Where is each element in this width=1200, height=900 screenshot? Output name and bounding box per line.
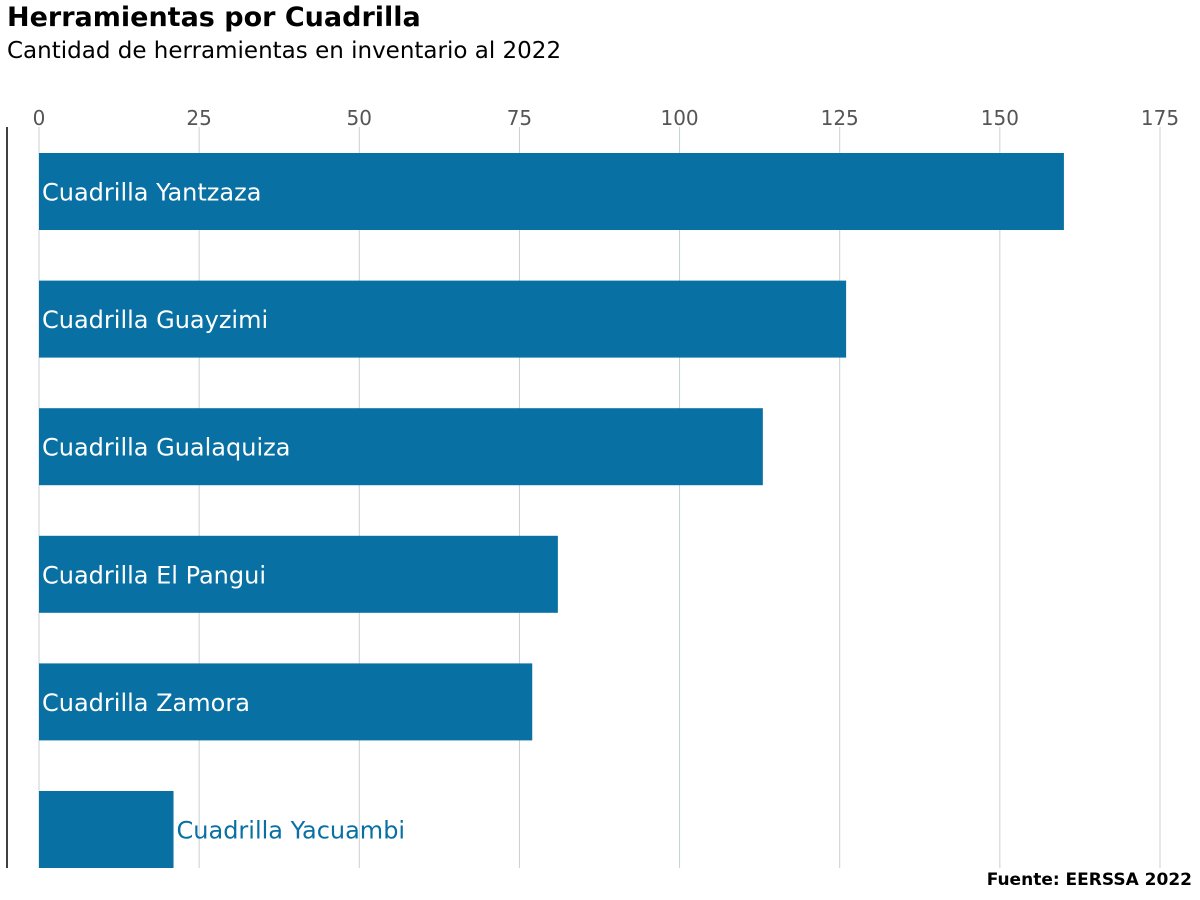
bar-label: Cuadrilla Yantzaza [42, 179, 261, 207]
x-tick-label: 0 [33, 106, 46, 130]
x-tick-labels: 0 25 50 75 100 125 150 175 [33, 106, 1179, 130]
chart-title: Herramientas por Cuadrilla [7, 2, 421, 33]
x-tick-label: 125 [821, 106, 859, 130]
source-note: Fuente: EERSSA 2022 [986, 870, 1192, 890]
bar [39, 663, 533, 741]
bar-label: Cuadrilla El Pangui [42, 561, 266, 589]
grid-lines [38, 127, 1161, 868]
bar [39, 535, 558, 613]
x-tick-label: 25 [186, 106, 211, 130]
x-tick-label: 150 [981, 106, 1019, 130]
bar [39, 280, 847, 358]
bar [39, 153, 1064, 230]
x-tick-label: 175 [1141, 106, 1179, 130]
bar-label: Cuadrilla Guayzimi [42, 306, 268, 334]
x-tick-label: 50 [347, 106, 372, 130]
bar-label: Cuadrilla Yacuambi [177, 817, 406, 845]
chart-subtitle: Cantidad de herramientas en inventario a… [7, 38, 562, 64]
x-tick-label: 75 [507, 106, 532, 130]
bar-label: Cuadrilla Gualaquiza [42, 434, 290, 462]
bars: Cuadrilla Yantzaza Cuadrilla Guayzimi Cuad… [39, 153, 1064, 868]
bar [39, 408, 763, 486]
bar [39, 791, 174, 868]
x-tick-label: 100 [660, 106, 698, 130]
bar-label: Cuadrilla Zamora [42, 689, 250, 717]
